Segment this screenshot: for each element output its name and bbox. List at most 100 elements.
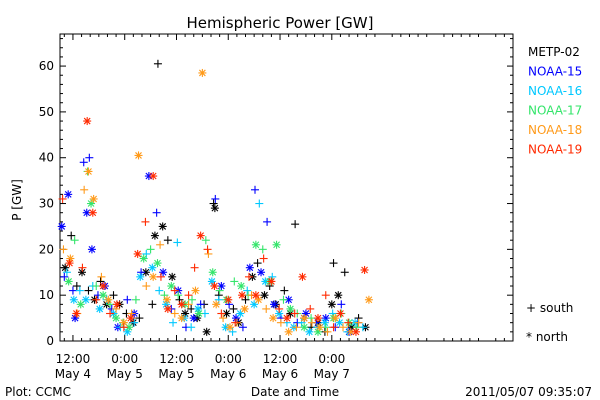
south-marker [215,286,224,295]
south-marker [146,245,155,254]
marker-legend: + south * north [526,301,573,344]
north-marker [240,304,249,313]
south-marker [163,236,172,245]
north-marker [76,300,85,309]
north-marker [351,327,360,336]
x-tick-time-label: 12:00 [263,352,298,366]
south-marker [279,295,288,304]
footer-right: 2011/05/07 09:35:07 [465,385,592,399]
south-marker [92,282,101,291]
x-tick-date-label: May 5 [158,367,194,381]
marker-legend-entry: * north [526,330,568,344]
y-axis-label: P [GW] [10,179,24,221]
south-marker [340,268,349,277]
north-marker [269,314,278,323]
north-marker [336,309,345,318]
south-marker [203,245,212,254]
y-tick-label: 0 [46,334,54,348]
north-marker [57,222,66,231]
south-marker [280,286,289,295]
south-marker [152,208,161,217]
x-tick-date-label: May 7 [314,367,350,381]
south-marker [84,286,93,295]
south-marker [253,259,262,268]
north-marker [284,295,293,304]
north-marker [237,282,246,291]
north-marker [260,291,269,300]
south-marker [306,304,315,313]
south-marker [275,304,284,313]
x-tick-time-label: 12:00 [56,352,91,366]
north-marker [149,172,158,181]
north-marker [191,286,200,295]
y-tick-label: 40 [39,151,54,165]
north-marker [198,68,207,77]
south-marker [70,236,79,245]
south-marker [184,291,193,300]
north-marker [267,277,276,286]
south-marker [112,304,121,313]
south-marker [187,323,196,332]
north-marker [159,268,168,277]
south-marker [258,245,267,254]
north-marker [78,268,87,277]
north-marker [282,314,291,323]
south-marker [217,309,226,318]
south-marker [184,300,193,309]
north-marker [217,282,226,291]
south-marker [97,272,106,281]
north-marker [95,304,104,313]
south-marker [174,291,183,300]
north-marker [112,300,121,309]
south-marker [262,304,271,313]
south-marker [153,59,162,68]
south-marker [130,318,139,327]
north-marker [177,314,186,323]
south-marker [67,231,76,240]
north-marker [153,259,162,268]
south-marker [92,295,101,304]
south-marker [142,282,151,291]
north-marker [84,167,93,176]
north-marker [99,291,108,300]
south-marker [60,272,69,281]
legend-entry: NOAA-17 [528,104,582,118]
south-marker [169,318,178,327]
north-marker [64,190,73,199]
south-marker [329,323,338,332]
north-marker [257,268,266,277]
legend-entry: NOAA-15 [528,65,582,79]
south-marker [219,314,228,323]
north-marker [139,254,148,263]
south-marker [75,286,84,295]
south-marker [243,286,252,295]
north-marker [210,282,219,291]
south-marker [307,314,316,323]
north-marker [89,194,98,203]
north-marker [272,240,281,249]
south-marker [170,309,179,318]
y-tick-label: 30 [39,197,54,211]
x-tick-date-label: May 6 [210,367,246,381]
north-marker [284,327,293,336]
north-marker [194,309,203,318]
south-marker [170,286,179,295]
south-marker [321,291,330,300]
north-marker [196,231,205,240]
north-marker [269,300,278,309]
south-marker [290,309,299,318]
south-marker [211,194,220,203]
north-marker [300,314,309,323]
south-marker [188,295,197,304]
south-marker [58,194,67,203]
south-marker [59,245,68,254]
south-marker [131,295,140,304]
legend-entry: METP-02 [528,45,580,59]
plot-frame [59,33,514,342]
south-marker [106,309,115,318]
south-marker [155,286,164,295]
north-marker [251,240,260,249]
south-marker [187,304,196,313]
south-marker [329,259,338,268]
north-marker [99,282,108,291]
